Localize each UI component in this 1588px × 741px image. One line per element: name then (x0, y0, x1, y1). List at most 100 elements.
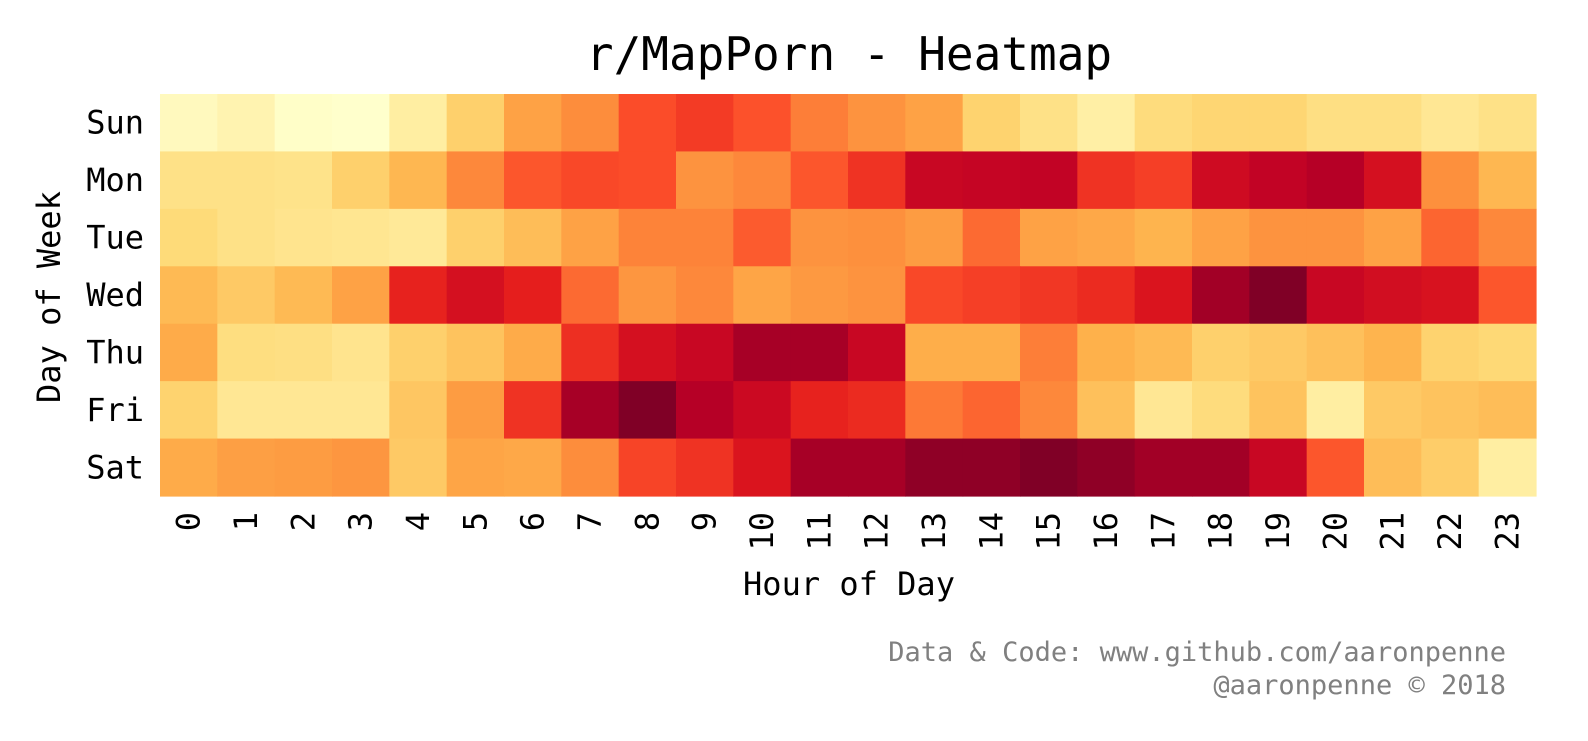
y-tick-label-wed: Wed (86, 276, 144, 314)
heatmap-cell-thu-0 (160, 323, 218, 382)
heatmap-cell-sun-15 (1020, 94, 1078, 153)
x-tick-label-16: 16 (1087, 512, 1125, 551)
heatmap-cell-tue-16 (1077, 208, 1136, 267)
heatmap-cell-wed-4 (389, 266, 448, 325)
heatmap-cell-mon-5 (446, 151, 505, 210)
heatmap-cell-tue-7 (561, 208, 620, 267)
x-tick-label-23: 23 (1488, 512, 1526, 551)
heatmap-cell-sat-9 (676, 438, 734, 497)
heatmap-cell-wed-22 (1421, 266, 1480, 325)
y-tick-labels: Sun Mon Tue Wed Thu Fri Sat (86, 104, 144, 487)
heatmap-cell-wed-0 (160, 266, 218, 325)
y-tick-label-mon: Mon (86, 161, 144, 199)
heatmap-cell-sat-2 (274, 438, 333, 497)
heatmap-cell-mon-1 (217, 151, 276, 210)
heatmap-cell-sat-7 (561, 438, 620, 497)
x-tick-label-6: 6 (514, 512, 552, 531)
heatmap-cell-thu-18 (1192, 323, 1250, 382)
credits-source: Data & Code: www.github.com/aaronpenne (888, 637, 1506, 668)
heatmap-cell-sun-18 (1192, 94, 1250, 153)
heatmap-cell-sun-17 (1134, 94, 1193, 153)
heatmap-cell-mon-23 (1478, 151, 1537, 210)
heatmap-cell-sun-10 (733, 94, 792, 153)
heatmap-cell-mon-9 (676, 151, 734, 210)
heatmap-cell-mon-15 (1020, 151, 1078, 210)
heatmap-cell-wed-20 (1306, 266, 1365, 325)
x-tick-label-0: 0 (170, 512, 208, 531)
heatmap-cell-tue-8 (618, 208, 677, 267)
heatmap-cell-mon-10 (733, 151, 792, 210)
heatmap-cell-tue-2 (274, 208, 333, 267)
x-tick-label-18: 18 (1202, 512, 1240, 551)
heatmap-cell-sat-15 (1020, 438, 1078, 497)
heatmap-cell-wed-12 (848, 266, 906, 325)
x-tick-label-12: 12 (858, 512, 896, 551)
heatmap-cell-sun-22 (1421, 94, 1480, 153)
heatmap-cell-sun-23 (1478, 94, 1537, 153)
heatmap-cell-tue-13 (905, 208, 964, 267)
heatmap-cell-wed-17 (1134, 266, 1193, 325)
heatmap-cell-sat-19 (1249, 438, 1308, 497)
heatmap-cell-wed-1 (217, 266, 276, 325)
heatmap-cell-fri-10 (733, 381, 792, 440)
y-tick-label-sun: Sun (86, 104, 144, 142)
heatmap-cell-tue-6 (504, 208, 562, 267)
heatmap-cell-tue-17 (1134, 208, 1193, 267)
heatmap-cell-wed-23 (1478, 266, 1537, 325)
heatmap-cell-fri-0 (160, 381, 218, 440)
x-tick-label-22: 22 (1431, 512, 1469, 551)
heatmap-cell-sat-10 (733, 438, 792, 497)
x-tick-label-17: 17 (1144, 512, 1182, 551)
heatmap-cell-fri-22 (1421, 381, 1480, 440)
chart-title: r/MapPorn - Heatmap (586, 27, 1112, 81)
heatmap-cell-sun-20 (1306, 94, 1365, 153)
heatmap-cell-tue-20 (1306, 208, 1365, 267)
heatmap-cell-wed-21 (1364, 266, 1422, 325)
heatmap-cell-mon-19 (1249, 151, 1308, 210)
heatmap-cell-thu-2 (274, 323, 333, 382)
heatmap-cell-sat-23 (1478, 438, 1537, 497)
heatmap-cell-wed-8 (618, 266, 677, 325)
heatmap-cells (160, 94, 1537, 497)
x-tick-label-7: 7 (571, 512, 609, 531)
heatmap-cell-thu-8 (618, 323, 677, 382)
heatmap-cell-sat-4 (389, 438, 448, 497)
heatmap-cell-thu-20 (1306, 323, 1365, 382)
heatmap-cell-mon-12 (848, 151, 906, 210)
heatmap-cell-fri-1 (217, 381, 276, 440)
x-tick-label-4: 4 (399, 512, 437, 531)
heatmap-cell-mon-20 (1306, 151, 1365, 210)
heatmap-cell-thu-10 (733, 323, 792, 382)
x-tick-label-9: 9 (686, 512, 724, 531)
heatmap-cell-tue-18 (1192, 208, 1250, 267)
credits: Data & Code: www.github.com/aaronpenne @… (888, 636, 1506, 702)
x-tick-labels: 0 1 2 3 4 5 6 7 8 9 10 11 12 13 14 15 16 17 18 19 20 21 22 23 (170, 512, 1527, 551)
heatmap-cell-thu-5 (446, 323, 505, 382)
heatmap-cell-mon-2 (274, 151, 333, 210)
heatmap-cell-fri-3 (332, 381, 390, 440)
heatmap-cell-sat-0 (160, 438, 218, 497)
heatmap-cell-thu-12 (848, 323, 906, 382)
heatmap-cell-wed-2 (274, 266, 333, 325)
heatmap-cell-sat-16 (1077, 438, 1136, 497)
heatmap-cell-wed-15 (1020, 266, 1078, 325)
heatmap-cell-fri-9 (676, 381, 734, 440)
heatmap-cell-sat-6 (504, 438, 562, 497)
heatmap-cell-thu-4 (389, 323, 448, 382)
heatmap-cell-sun-2 (274, 94, 333, 153)
heatmap-cell-thu-17 (1134, 323, 1193, 382)
heatmap-cell-sat-22 (1421, 438, 1480, 497)
heatmap-cell-sun-11 (790, 94, 849, 153)
heatmap-cell-fri-2 (274, 381, 333, 440)
x-tick-label-8: 8 (628, 512, 666, 531)
heatmap-cell-fri-5 (446, 381, 505, 440)
heatmap-cell-tue-3 (332, 208, 390, 267)
heatmap-cell-sun-13 (905, 94, 964, 153)
heatmap-cell-mon-4 (389, 151, 448, 210)
heatmap-cell-fri-21 (1364, 381, 1422, 440)
heatmap-cell-thu-15 (1020, 323, 1078, 382)
heatmap-cell-sun-5 (446, 94, 505, 153)
heatmap-cell-mon-14 (962, 151, 1021, 210)
heatmap-cell-tue-19 (1249, 208, 1308, 267)
